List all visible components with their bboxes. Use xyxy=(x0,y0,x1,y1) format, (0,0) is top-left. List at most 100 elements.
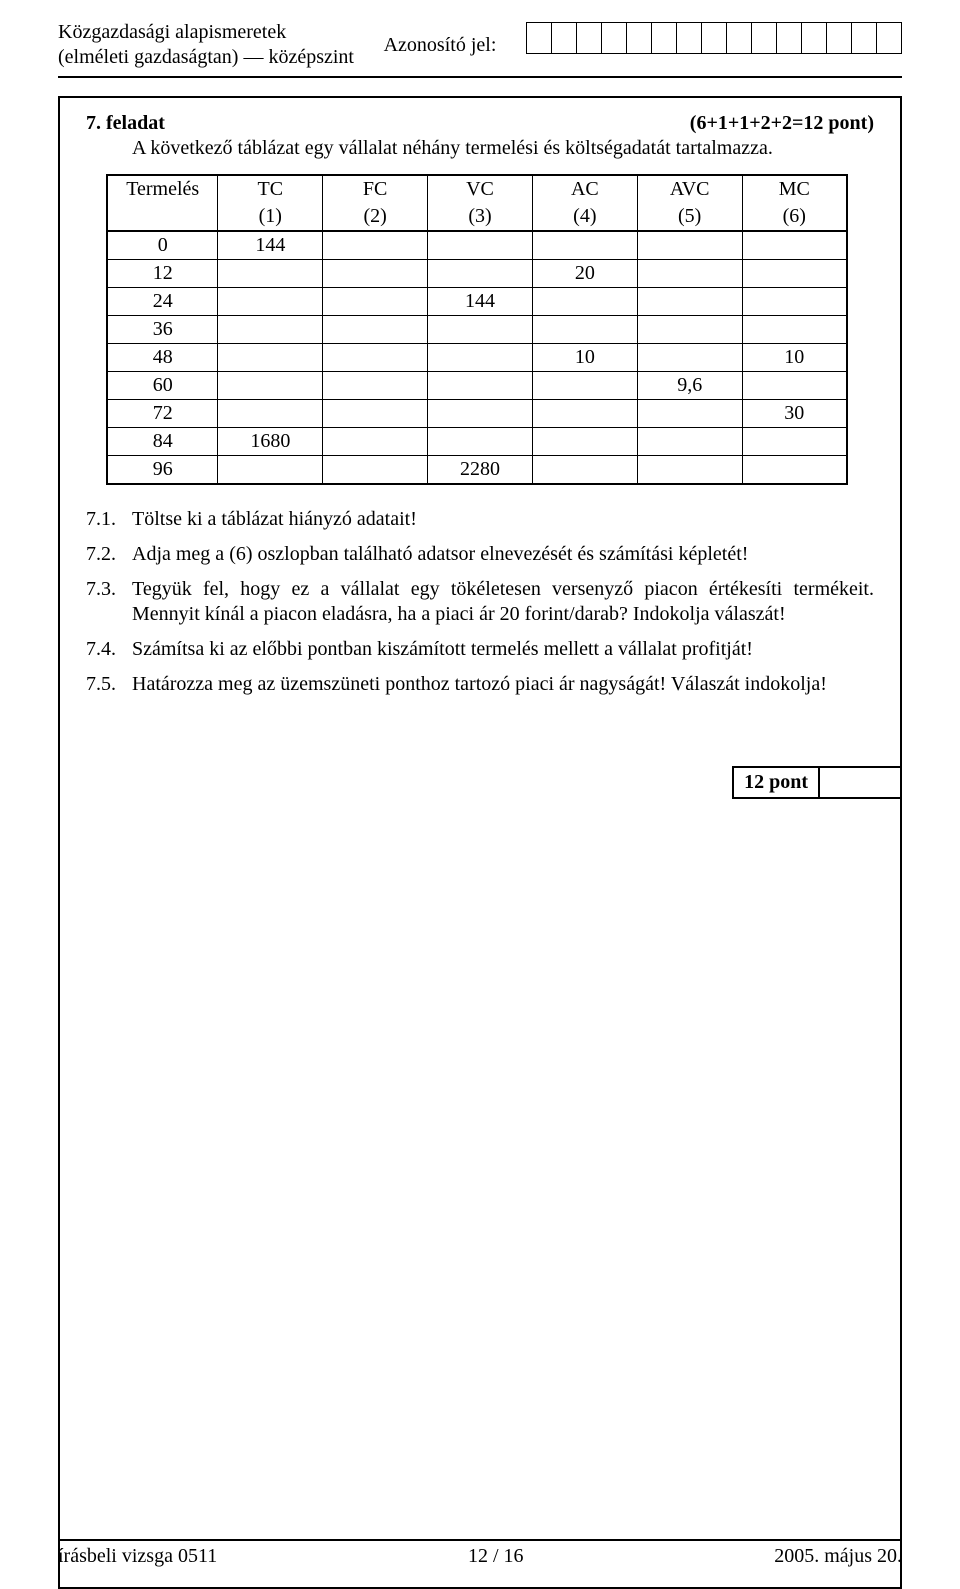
id-cell[interactable] xyxy=(751,22,777,54)
id-cell[interactable] xyxy=(851,22,877,54)
table-cell: 36 xyxy=(107,316,218,344)
question-item: 7.3.Tegyük fel, hogy ez a vállalat egy t… xyxy=(86,577,874,627)
table-cell xyxy=(637,260,742,288)
table-cell xyxy=(218,456,323,485)
question-text: Töltse ki a táblázat hiányzó adatait! xyxy=(132,507,874,532)
table-header: FC xyxy=(323,175,428,203)
table-cell xyxy=(323,316,428,344)
table-cell xyxy=(428,400,533,428)
table-header-sub: (5) xyxy=(637,203,742,231)
table-cell: 24 xyxy=(107,288,218,316)
table-cell: 144 xyxy=(218,231,323,260)
id-cell[interactable] xyxy=(726,22,752,54)
table-cell: 1680 xyxy=(218,428,323,456)
table-header-sub: (3) xyxy=(428,203,533,231)
id-cell[interactable] xyxy=(776,22,802,54)
table-cell xyxy=(323,288,428,316)
table-cell xyxy=(637,428,742,456)
table-cell: 10 xyxy=(532,344,637,372)
table-header-sub: (1) xyxy=(218,203,323,231)
id-cell[interactable] xyxy=(676,22,702,54)
question-item: 7.5.Határozza meg az üzemszüneti ponthoz… xyxy=(86,672,874,697)
table-header: VC xyxy=(428,175,533,203)
question-text: Határozza meg az üzemszüneti ponthoz tar… xyxy=(132,672,874,697)
table-cell xyxy=(428,428,533,456)
table-header: TC xyxy=(218,175,323,203)
table-cell xyxy=(218,288,323,316)
question-number: 7.4. xyxy=(86,637,132,662)
table-cell xyxy=(428,372,533,400)
table-cell: 30 xyxy=(742,400,847,428)
table-cell xyxy=(742,372,847,400)
table-cell: 9,6 xyxy=(637,372,742,400)
table-cell xyxy=(218,316,323,344)
id-cell[interactable] xyxy=(876,22,902,54)
footer-left: írásbeli vizsga 0511 xyxy=(58,1545,217,1568)
header-left: Közgazdasági alapismeretek (elméleti gaz… xyxy=(58,20,354,70)
table-cell xyxy=(532,372,637,400)
page-footer: írásbeli vizsga 0511 12 / 16 2005. május… xyxy=(58,1539,902,1568)
page-header: Közgazdasági alapismeretek (elméleti gaz… xyxy=(58,20,902,78)
table-cell xyxy=(323,400,428,428)
id-cell[interactable] xyxy=(551,22,577,54)
question-number: 7.3. xyxy=(86,577,132,627)
table-cell xyxy=(532,231,637,260)
table-header: MC xyxy=(742,175,847,203)
subject-line1: Közgazdasági alapismeretek xyxy=(58,21,286,43)
id-cell[interactable] xyxy=(601,22,627,54)
table-cell xyxy=(428,316,533,344)
table-cell xyxy=(323,456,428,485)
subject-line2: (elméleti gazdaságtan) — középszint xyxy=(58,46,354,68)
table-header-sub: (2) xyxy=(323,203,428,231)
id-cell[interactable] xyxy=(626,22,652,54)
id-label: Azonosító jel: xyxy=(384,20,497,57)
table-cell: 144 xyxy=(428,288,533,316)
question-list: 7.1.Töltse ki a táblázat hiányzó adatait… xyxy=(86,507,874,697)
id-cell[interactable] xyxy=(826,22,852,54)
question-text: Tegyük fel, hogy ez a vállalat egy tökél… xyxy=(132,577,874,627)
table-cell: 0 xyxy=(107,231,218,260)
table-cell: 2280 xyxy=(428,456,533,485)
question-item: 7.1.Töltse ki a táblázat hiányzó adatait… xyxy=(86,507,874,532)
content-frame: 7. feladat (6+1+1+2+2=12 pont) A követke… xyxy=(58,96,902,1589)
table-cell xyxy=(637,316,742,344)
table-cell: 20 xyxy=(532,260,637,288)
score-value-box[interactable] xyxy=(818,766,902,799)
id-cell[interactable] xyxy=(801,22,827,54)
table-cell xyxy=(532,428,637,456)
table-cell xyxy=(323,344,428,372)
id-cell[interactable] xyxy=(526,22,552,54)
table-header: Termelés xyxy=(107,175,218,203)
table-cell xyxy=(532,316,637,344)
score-label: 12 pont xyxy=(732,766,818,799)
question-item: 7.4.Számítsa ki az előbbi pontban kiszám… xyxy=(86,637,874,662)
table-cell xyxy=(637,344,742,372)
table-header-sub xyxy=(107,203,218,231)
id-cell[interactable] xyxy=(576,22,602,54)
table-cell: 84 xyxy=(107,428,218,456)
table-cell xyxy=(532,288,637,316)
id-cell[interactable] xyxy=(651,22,677,54)
table-cell: 48 xyxy=(107,344,218,372)
table-cell xyxy=(218,400,323,428)
table-cell xyxy=(218,372,323,400)
footer-right: 2005. május 20. xyxy=(774,1545,902,1568)
score-box: 12 pont xyxy=(732,766,902,799)
task-heading: 7. feladat (6+1+1+2+2=12 pont) xyxy=(86,112,874,135)
question-number: 7.2. xyxy=(86,542,132,567)
table-cell xyxy=(428,344,533,372)
table-cell xyxy=(323,231,428,260)
question-text: Adja meg a (6) oszlopban található adats… xyxy=(132,542,874,567)
question-number: 7.1. xyxy=(86,507,132,532)
table-cell xyxy=(532,400,637,428)
table-header: AC xyxy=(532,175,637,203)
id-cell[interactable] xyxy=(701,22,727,54)
table-cell xyxy=(742,456,847,485)
table-cell xyxy=(742,231,847,260)
table-cell xyxy=(742,288,847,316)
task-number: 7. feladat xyxy=(86,112,165,135)
question-number: 7.5. xyxy=(86,672,132,697)
task-points: (6+1+1+2+2=12 pont) xyxy=(690,112,874,135)
table-cell: 72 xyxy=(107,400,218,428)
table-cell: 10 xyxy=(742,344,847,372)
